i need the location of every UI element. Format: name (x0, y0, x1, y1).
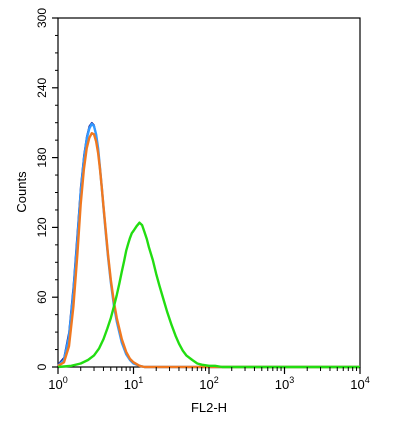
series-line-1 (57, 122, 360, 369)
x-tick-label: 103 (275, 375, 294, 392)
y-tick-label: 120 (35, 217, 49, 237)
series-line-0 (57, 121, 360, 368)
series-layer (57, 121, 360, 369)
y-tick-label: 300 (35, 8, 49, 28)
y-tick-label: 180 (35, 147, 49, 167)
y-axis-label: Counts (14, 171, 29, 213)
x-axis-label: FL2-H (191, 400, 227, 415)
x-tick-label: 100 (48, 375, 67, 392)
y-tick-label: 0 (35, 363, 49, 370)
ticks-layer: 0 60 120 180 240 300 100 101 102 103 104 (35, 8, 370, 392)
series-line-2 (57, 131, 360, 369)
series-line-3 (57, 221, 360, 369)
x-tick-label: 101 (124, 375, 143, 392)
y-tick-label: 240 (35, 77, 49, 97)
y-tick-label: 60 (35, 290, 49, 304)
x-tick-label: 102 (199, 375, 218, 392)
x-tick-label: 104 (350, 375, 369, 392)
